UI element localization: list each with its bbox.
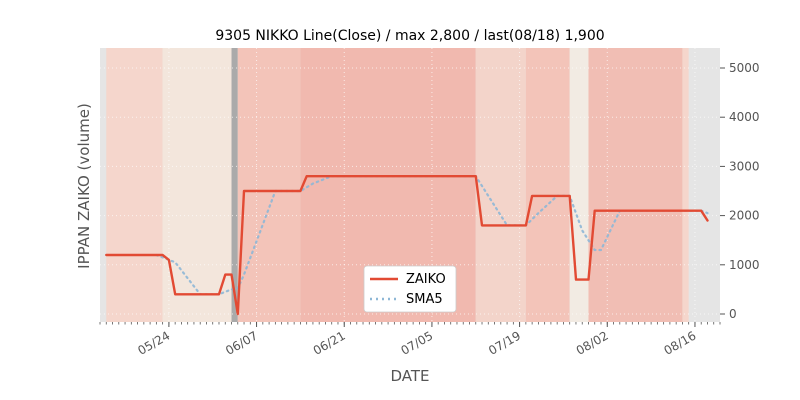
y-axis: 0 1000 2000 3000 4000 5000 <box>720 61 760 321</box>
background-band-5 <box>475 48 526 322</box>
y-tick-label-2000: 2000 <box>729 209 760 223</box>
background-band-3 <box>237 48 301 322</box>
y-axis-title: IPPAN ZAIKO (volume) <box>75 103 93 269</box>
background-band-0 <box>106 48 163 322</box>
x-axis-title: DATE <box>390 367 429 385</box>
background-band-6 <box>525 48 570 322</box>
background-bands <box>106 48 689 322</box>
chart-title: 9305 NIKKO Line(Close) / max 2,800 / las… <box>215 28 604 44</box>
legend-label-zaiko: ZAIKO <box>406 272 446 287</box>
legend-box <box>363 265 457 313</box>
series-lines <box>105 174 709 316</box>
plot-area <box>100 48 720 322</box>
y-tick-label-5000: 5000 <box>729 61 760 75</box>
y-tick-label-1000: 1000 <box>729 258 760 272</box>
legend: ZAIKO SMA5 <box>363 265 457 313</box>
y-tick-label-0: 0 <box>729 307 737 321</box>
legend-label-sma5: SMA5 <box>406 292 443 307</box>
series-line-sma5 <box>155 175 709 296</box>
y-tick-label-3000: 3000 <box>729 159 760 173</box>
background-band-1 <box>162 48 232 322</box>
y-tick-label-4000: 4000 <box>729 110 760 124</box>
background-band-2 <box>231 48 238 322</box>
background-band-7 <box>569 48 589 322</box>
series-line-zaiko <box>105 174 709 316</box>
background-band-9 <box>682 48 689 322</box>
background-band-8 <box>588 48 683 322</box>
